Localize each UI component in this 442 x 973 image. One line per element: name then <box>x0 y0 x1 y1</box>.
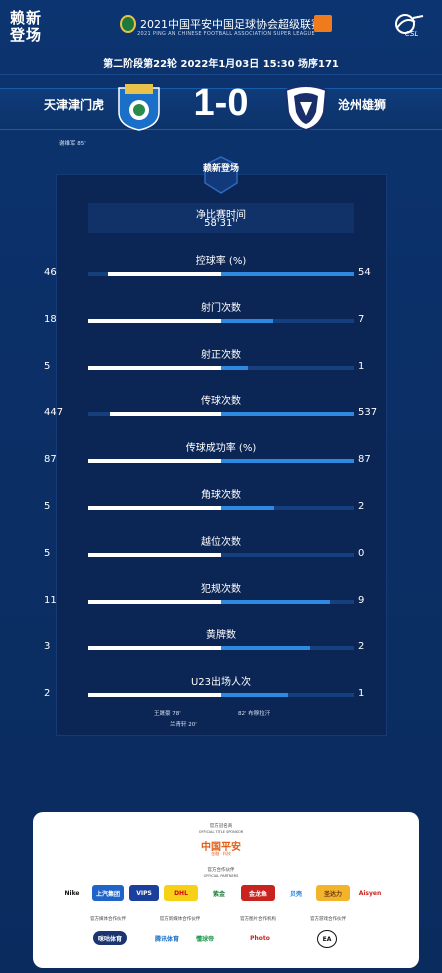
league-badge-icon <box>120 15 136 33</box>
stat-away-bar <box>221 365 248 370</box>
stat-label: 传球成功率 (%) <box>185 443 257 455</box>
stat-away-bar <box>221 272 354 276</box>
stat-home-bar <box>88 599 221 604</box>
panel-badge-text: 赖新登场 <box>202 164 239 174</box>
media-logo-ea: EA <box>317 930 337 948</box>
u23-home-player-2: 兰青轩 20' <box>170 722 197 728</box>
net-time-value: 58'31'' <box>204 218 238 229</box>
net-time-box <box>88 203 354 233</box>
stat-away-bar <box>221 599 330 604</box>
stat-label: 犯规次数 <box>201 583 241 595</box>
away-team-name: 沧州雄狮 <box>338 98 387 112</box>
stat-home-bar <box>88 646 221 651</box>
media-heading: 官方媒体合作伙伴 <box>90 917 126 922</box>
stat-home-value: 5 <box>44 360 51 372</box>
title-sponsor-heading-en: OFFICIAL TITLE SPONSOR <box>198 830 244 834</box>
stat-home-value: 46 <box>44 267 57 278</box>
stat-away-value: 537 <box>358 407 378 419</box>
header-divider <box>0 74 442 75</box>
stat-home-value: 5 <box>44 547 51 559</box>
match-info: 第二阶段第22轮 2022年1月03日 15:30 场序171 <box>103 59 339 70</box>
stat-away-value: 0 <box>358 547 365 559</box>
stat-home-bar <box>88 693 221 698</box>
stat-away-value: 1 <box>358 360 365 372</box>
stat-home-bar <box>88 506 221 510</box>
stat-home-value: 87 <box>44 454 57 466</box>
stat-away-bar <box>221 412 354 417</box>
u23-away-player-1: 82' 布穆拉汗 <box>238 711 271 717</box>
partner-logo-beike: 贝壳 <box>289 890 302 898</box>
league-subtitle: 2021 PING AN CHINESE FOOTBALL ASSOCIATIO… <box>137 31 315 37</box>
title-sponsor-icon <box>314 15 332 32</box>
broadcast-heading: 官方新媒体合作伙伴 <box>159 917 201 922</box>
match-score: 1-0 <box>193 82 249 124</box>
stat-away-bar <box>221 318 273 323</box>
stat-label: 黄牌数 <box>206 630 236 642</box>
stat-home-bar <box>88 552 221 557</box>
stat-home-bar <box>88 318 221 323</box>
partner-logo-jinlongyu: 金龙鱼 <box>241 885 275 901</box>
stat-away-value: 9 <box>358 594 365 606</box>
stat-label: 传球次数 <box>201 396 241 408</box>
stat-label: U23出场人次 <box>190 677 252 689</box>
stat-label: 角球次数 <box>201 490 241 501</box>
stat-home-value: 11 <box>44 594 57 606</box>
stat-home-value: 5 <box>44 501 51 512</box>
title-sponsor-logo: 中国平安 <box>201 842 241 853</box>
stat-home-bar <box>88 459 221 464</box>
app-logo: 赖新登场 <box>10 9 43 44</box>
stat-away-value: 87 <box>358 454 371 466</box>
stat-home-value: 447 <box>44 407 64 419</box>
panel-badge-icon <box>204 156 238 194</box>
partner-logo-aisyen: Aisyen <box>358 889 382 897</box>
stat-bar-track <box>88 552 354 557</box>
away-team-crest-icon <box>284 85 328 132</box>
home-team-crest-icon <box>118 84 160 131</box>
stat-away-value: 7 <box>358 313 365 325</box>
partner-logo-zijin: 紫金 <box>212 890 225 898</box>
photo-heading: 官方图片合作机构 <box>240 917 276 922</box>
game-heading: 官方游戏合作伙伴 <box>310 917 346 922</box>
stat-label: 射门次数 <box>201 302 241 314</box>
media-logo-dongqiudi: 懂球帝 <box>195 935 214 943</box>
stat-home-bar <box>107 272 221 276</box>
partners-heading: 官方合作伙伴 <box>207 868 235 873</box>
net-time-label: 净比赛时间 <box>196 210 246 221</box>
stat-home-value: 18 <box>44 313 57 325</box>
stats-panel <box>56 174 387 736</box>
media-logo-tencent: 腾讯体育 <box>154 935 179 943</box>
stat-label: 控球率 (%) <box>195 256 247 267</box>
stat-home-bar <box>110 412 221 417</box>
stat-away-bar <box>221 506 275 510</box>
partner-logo-vips: VIPS <box>129 885 159 901</box>
csl-text: CSL <box>405 30 419 38</box>
stat-away-bar <box>221 459 354 464</box>
media-logo-migu: 咪咕体育 <box>93 931 127 945</box>
team-bar <box>0 88 442 130</box>
partner-logo-shengdali: 圣达力 <box>316 885 350 901</box>
league-title: 2021中国平安中国足球协会超级联赛 <box>140 18 322 31</box>
stat-away-bar <box>221 646 310 651</box>
media-logo-photo: Photo <box>250 934 270 942</box>
stat-away-value: 1 <box>358 688 365 700</box>
csl-logo-icon <box>395 14 424 34</box>
title-sponsor-heading: 官方冠名商 <box>209 824 233 829</box>
title-sponsor-sub: 金融 · 科技 <box>211 851 231 856</box>
goal-scorer: 谢维军 85' <box>59 141 86 147</box>
stat-label: 射正次数 <box>201 349 241 361</box>
u23-home-player-1: 王晟豪 78' <box>154 711 181 717</box>
partner-logo-saic: 上汽集团 <box>92 885 124 901</box>
stat-away-value: 2 <box>358 641 365 653</box>
stat-away-value: 2 <box>358 501 365 512</box>
partner-logo-nike: Nike <box>64 889 80 897</box>
stat-home-value: 2 <box>44 688 51 700</box>
home-team-name: 天津津门虎 <box>44 98 105 112</box>
stat-away-bar <box>221 693 288 698</box>
stat-label: 越位次数 <box>201 536 241 548</box>
stat-home-value: 3 <box>44 641 51 653</box>
stat-away-value: 54 <box>358 267 371 278</box>
stat-home-bar <box>88 365 221 370</box>
partners-heading-en: OFFICIAL PARTNERS <box>203 874 239 878</box>
partner-logo-dhl: DHL <box>164 885 198 901</box>
